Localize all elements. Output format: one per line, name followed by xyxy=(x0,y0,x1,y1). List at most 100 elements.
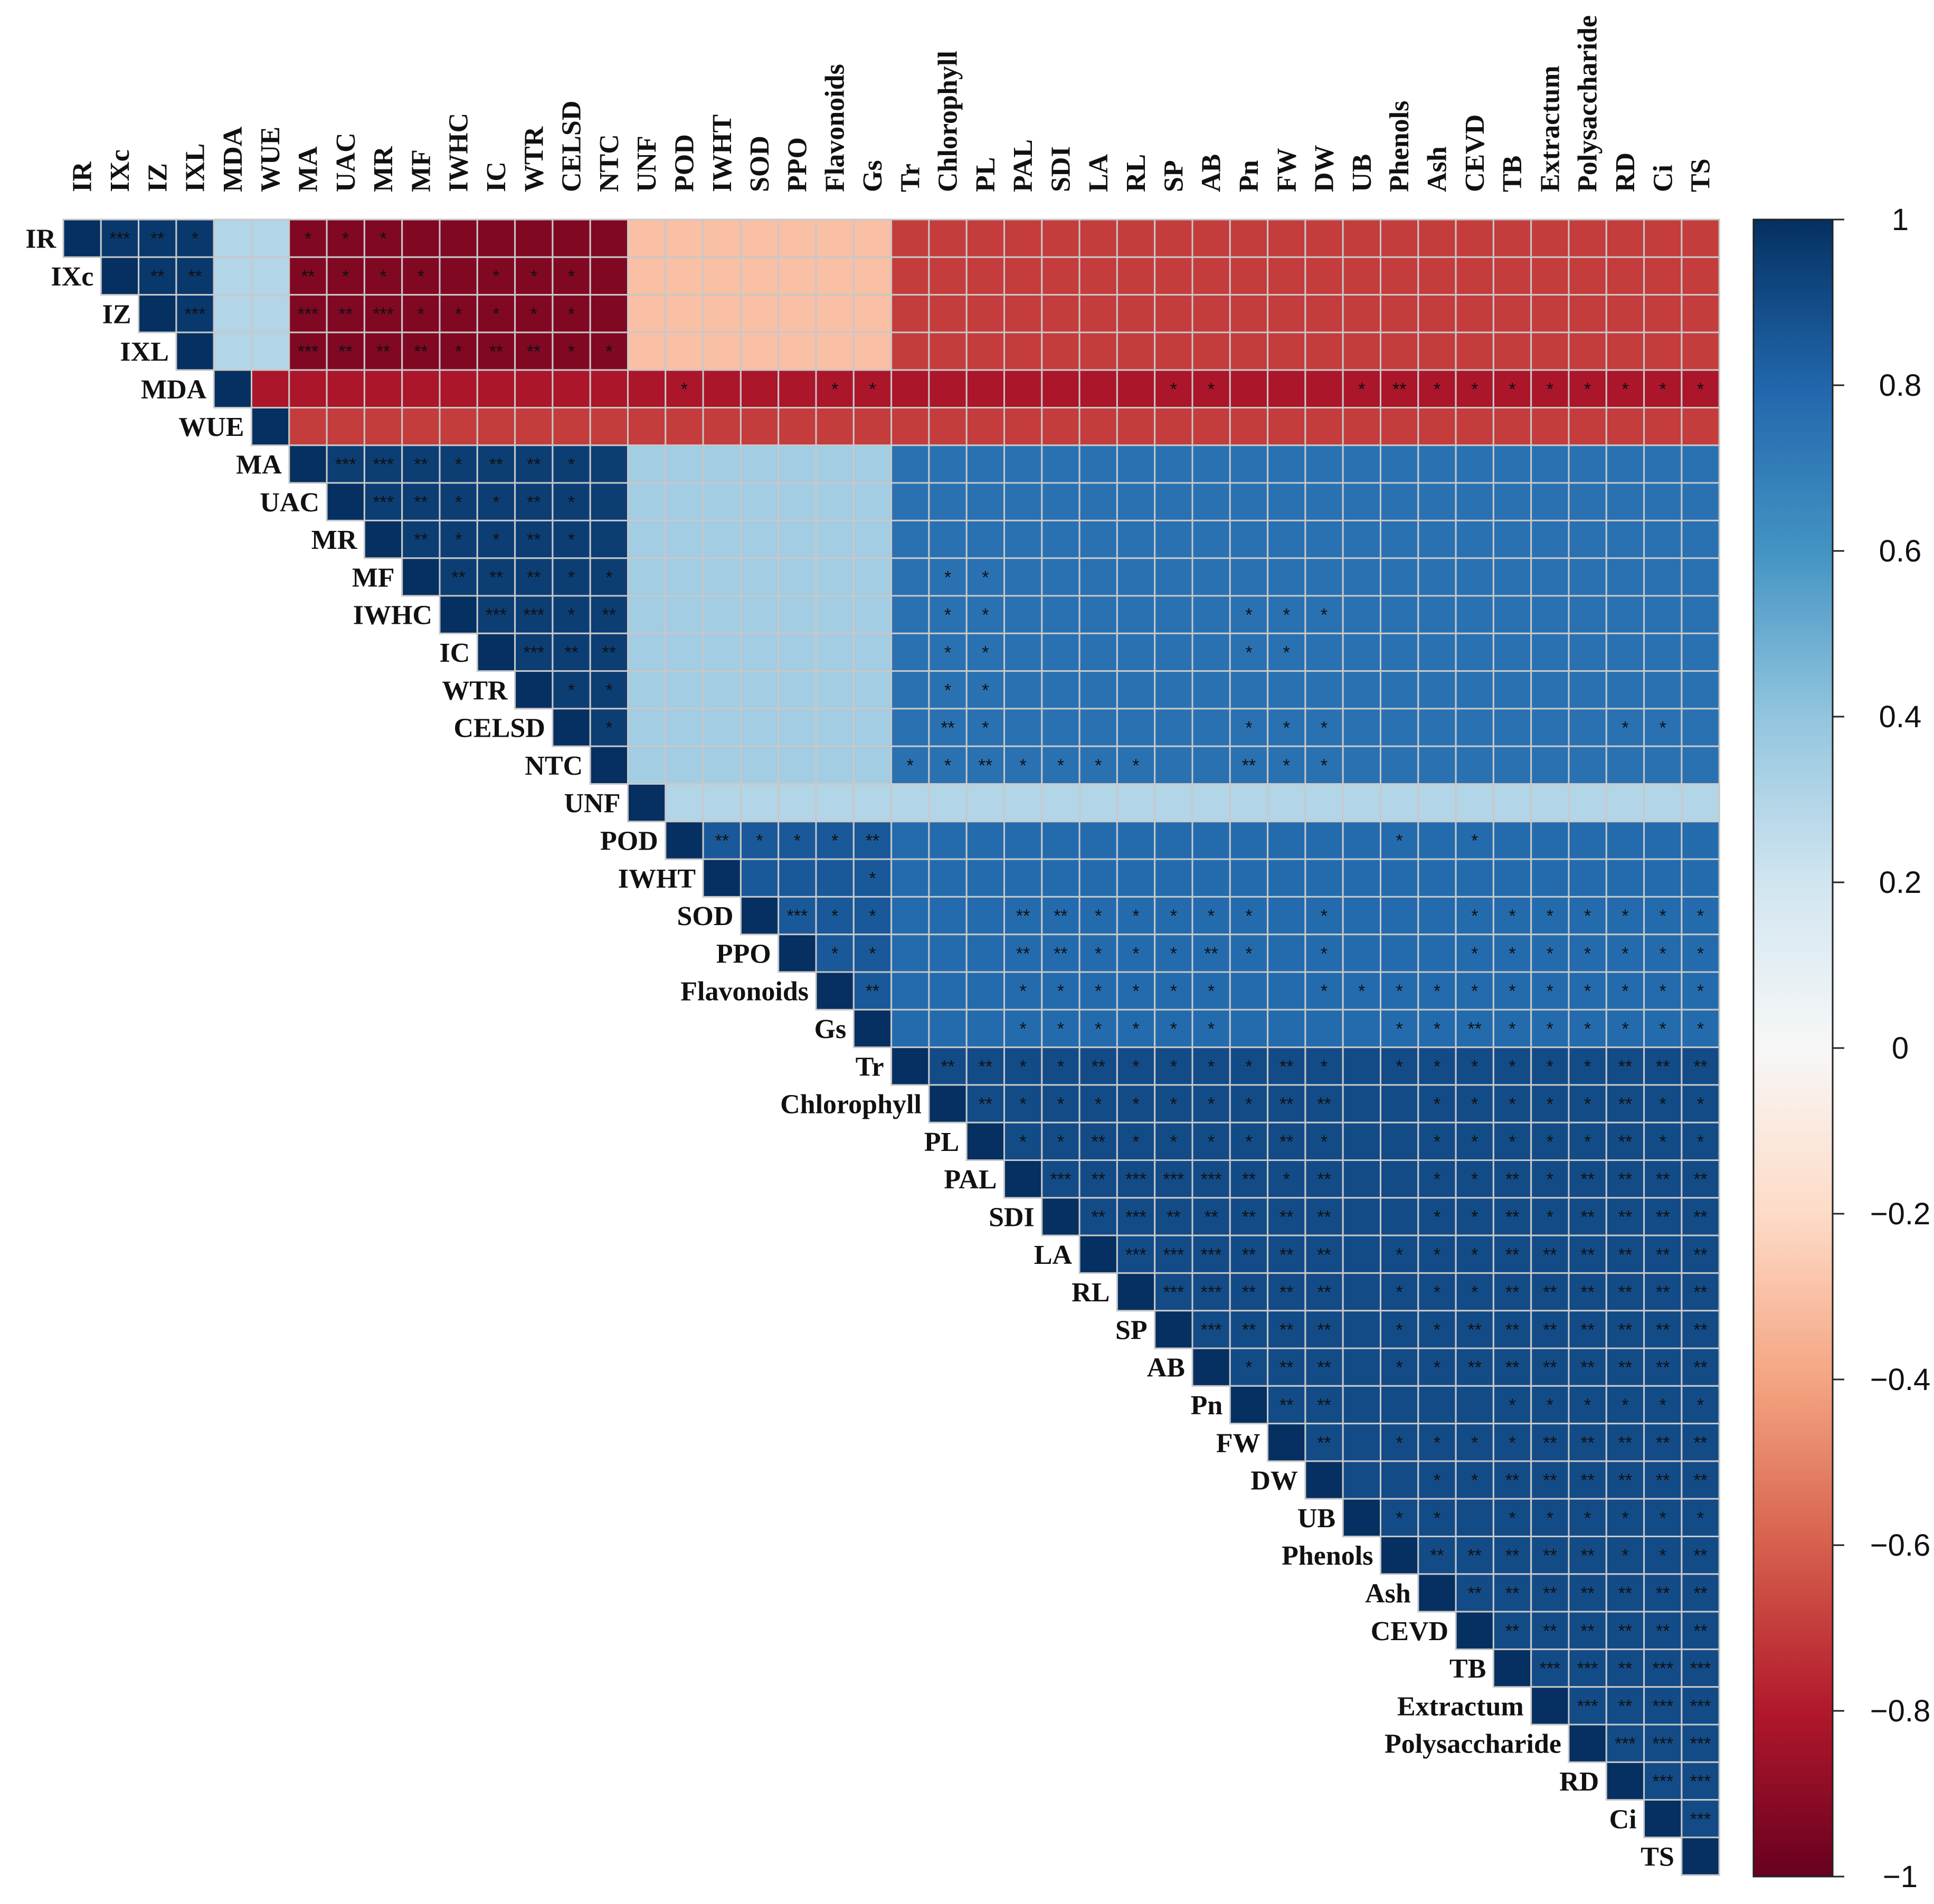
cell-Gs-Chlorophyll xyxy=(928,1008,968,1049)
cell-IR-Flavonoids xyxy=(815,218,855,258)
sig-TB-Ci: *** xyxy=(1652,1659,1673,1679)
cell-POD-Extractum xyxy=(1530,821,1570,860)
cell-UB-TS xyxy=(1681,1498,1720,1537)
cell-UNF-UNF xyxy=(627,783,667,823)
cell-IXL-Gs xyxy=(852,331,893,371)
cell-PPO-PL xyxy=(965,934,1005,973)
sig-IXL-NTC: * xyxy=(605,342,612,362)
sig-Chlorophyll-TS: * xyxy=(1697,1094,1704,1115)
cell-MA-WTR xyxy=(514,444,554,484)
cell-IWHC-LA xyxy=(1078,595,1118,634)
cell-MF-PL xyxy=(965,557,1005,597)
cell-IWHC-Extractum xyxy=(1530,595,1570,634)
sig-WTR-PL: * xyxy=(982,680,989,700)
sig-Flavonoids-SP: * xyxy=(1170,982,1177,1002)
cell-IZ-TB xyxy=(1492,294,1532,334)
cell-MA-CELSD xyxy=(552,444,591,484)
cell-WUE-FW xyxy=(1267,407,1306,446)
sig-POD-Phenols: * xyxy=(1396,831,1403,851)
cell-Ash-TS xyxy=(1681,1573,1720,1613)
sig-PPO-SDI: ** xyxy=(1054,944,1067,964)
cell-IWHC-SDI xyxy=(1041,595,1080,634)
cell-IR-MF xyxy=(401,218,441,258)
cell-MDA-DW xyxy=(1304,369,1344,409)
sig-MDA-RD: * xyxy=(1622,379,1628,399)
sig-Tr-Extractum: * xyxy=(1547,1056,1553,1077)
sig-CEVD-TB: ** xyxy=(1505,1621,1519,1641)
cell-CELSD-PPO xyxy=(778,708,817,747)
cell-AB-TS xyxy=(1681,1347,1720,1387)
sig-Tr-SP: * xyxy=(1170,1056,1177,1077)
cell-CELSD-UB xyxy=(1342,708,1381,747)
cell-IR-Gs xyxy=(852,218,893,258)
sig-Polysaccharide-Ci: *** xyxy=(1652,1734,1673,1754)
cell-SDI-SP xyxy=(1154,1197,1193,1236)
cell-WTR-Flavonoids xyxy=(815,670,855,710)
cell-IWHC-POD xyxy=(665,595,704,634)
cell-IZ-MDA xyxy=(213,294,253,334)
sig-IWHC-Pn: * xyxy=(1245,605,1252,625)
cell-UNF-UB xyxy=(1342,783,1381,823)
cell-POD-UB xyxy=(1342,821,1381,860)
cell-SOD-Polysaccharide xyxy=(1568,896,1607,936)
sig-TB-Extractum: *** xyxy=(1539,1659,1560,1679)
sig-MDA-UB: * xyxy=(1358,379,1365,399)
cell-IWHT-CEVD xyxy=(1455,858,1494,898)
cell-MR-CELSD xyxy=(552,519,591,559)
cell-MA-PPO xyxy=(778,444,817,484)
sig-Chlorophyll-AB: * xyxy=(1208,1094,1215,1115)
cell-IXc-AB xyxy=(1191,256,1231,296)
cell-MF-Tr xyxy=(890,557,930,597)
sig-IC-Pn: * xyxy=(1245,643,1252,663)
cell-SOD-PPO xyxy=(778,896,817,936)
sig-IR-IZ: ** xyxy=(150,229,164,249)
cell-IXc-MDA xyxy=(213,256,253,296)
cell-Gs-Pn xyxy=(1229,1008,1269,1049)
sig-SOD-Gs: * xyxy=(869,906,876,926)
cell-Tr-Chlorophyll xyxy=(928,1046,968,1086)
cell-IXc-Extractum xyxy=(1530,256,1570,296)
cell-IXc-Flavonoids xyxy=(815,256,855,296)
cell-IC-SP xyxy=(1154,632,1193,672)
cell-Tr-Tr xyxy=(890,1046,930,1086)
cell-WUE-MA xyxy=(288,407,328,446)
cell-AB-UB xyxy=(1342,1347,1381,1387)
cell-MA-LA xyxy=(1078,444,1118,484)
cell-PL-Pn xyxy=(1229,1121,1269,1161)
cell-POD-Polysaccharide xyxy=(1568,821,1607,860)
cell-MA-SDI xyxy=(1041,444,1080,484)
cell-IC-PPO xyxy=(778,632,817,672)
cell-MDA-PL xyxy=(965,369,1005,409)
cell-IWHT-IWHT xyxy=(702,858,742,898)
cell-DW-UB xyxy=(1342,1460,1381,1500)
cell-IZ-MF xyxy=(401,294,441,334)
cell-IZ-AB xyxy=(1191,294,1231,334)
cell-IZ-Tr xyxy=(890,294,930,334)
cell-Chlorophyll-PL xyxy=(965,1084,1005,1124)
cell-POD-AB xyxy=(1191,821,1231,860)
cell-CELSD-SP xyxy=(1154,708,1193,747)
sig-Pn-RD: * xyxy=(1622,1395,1628,1415)
sig-Chlorophyll-SDI: * xyxy=(1057,1094,1064,1115)
cell-PPO-Chlorophyll xyxy=(928,934,968,973)
cell-UAC-UB xyxy=(1342,482,1381,521)
sig-Chlorophyll-RL: * xyxy=(1132,1094,1139,1115)
cell-UNF-SP xyxy=(1154,783,1193,823)
cell-IC-UB xyxy=(1342,632,1381,672)
sig-AB-Ash: * xyxy=(1434,1358,1440,1378)
cell-WTR-RD xyxy=(1605,670,1645,710)
sig-IZ-MA: *** xyxy=(298,304,319,324)
cell-DW-TS xyxy=(1681,1460,1720,1500)
col-label-Extractum: Extractum xyxy=(1535,65,1565,192)
cell-UAC-RD xyxy=(1605,482,1645,521)
sig-Polysaccharide-TS: *** xyxy=(1690,1734,1711,1754)
sig-IXc-MF: * xyxy=(418,266,424,287)
cell-MA-CEVD xyxy=(1455,444,1494,484)
row-label-Extractum: Extractum xyxy=(1397,1691,1524,1721)
sig-SP-TB: ** xyxy=(1505,1320,1519,1340)
sig-CEVD-Ci: ** xyxy=(1656,1621,1670,1641)
cell-PPO-Phenols xyxy=(1380,934,1419,973)
cell-IC-Extractum xyxy=(1530,632,1570,672)
cell-CELSD-PL xyxy=(965,708,1005,747)
sig-RD-Ci: *** xyxy=(1652,1772,1673,1792)
